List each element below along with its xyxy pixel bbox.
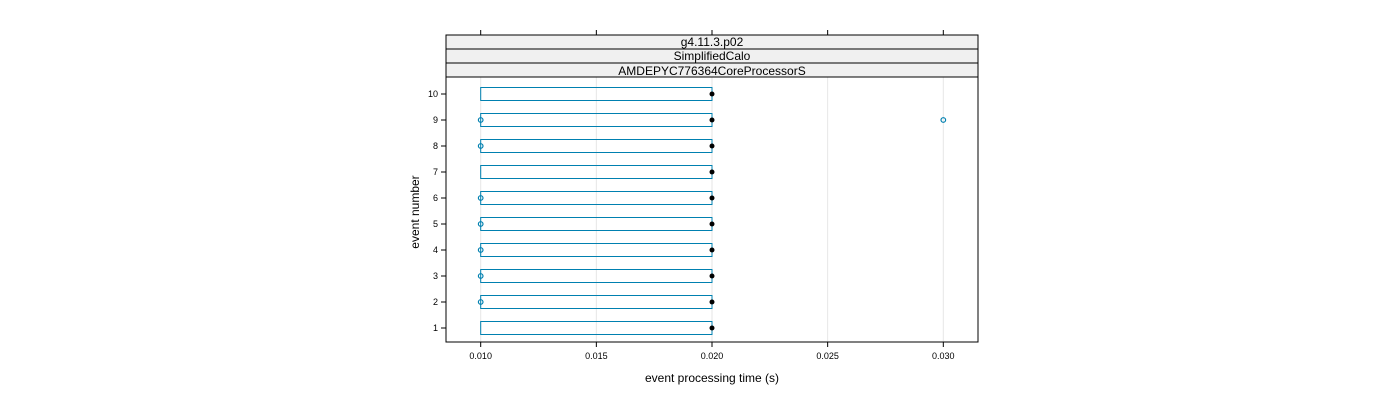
median-dot <box>709 91 715 97</box>
outlier-point <box>477 221 484 227</box>
median-dot <box>709 195 715 201</box>
y-axis: 1 2 3 4 5 6 7 8 9 10 <box>428 89 446 333</box>
median-dot <box>709 247 715 253</box>
strip-headers: g4.11.3.p02 SimplifiedCalo AMDEPYC776364… <box>445 34 979 78</box>
median-dot <box>709 221 715 227</box>
x-tick-label: 0.020 <box>701 351 724 361</box>
median-dot <box>709 117 715 123</box>
outlier-point <box>477 117 484 123</box>
outlier-point <box>477 299 484 305</box>
x-tick-label: 0.030 <box>932 351 955 361</box>
y-tick-label: 4 <box>433 245 438 255</box>
y-axis-label: event number <box>408 175 422 248</box>
outlier-point <box>477 273 484 279</box>
y-tick-label: 5 <box>433 219 438 229</box>
outlier-point <box>477 247 484 253</box>
y-tick-label: 1 <box>433 323 438 333</box>
strip-1-label: g4.11.3.p02 <box>681 35 744 49</box>
median-dot <box>709 273 715 279</box>
boxes <box>480 87 713 335</box>
y-tick-label: 9 <box>433 115 438 125</box>
x-axis: 0.010 0.015 0.020 0.025 0.030 <box>469 30 955 361</box>
outlier-point <box>477 143 484 149</box>
median-dot <box>709 299 715 305</box>
y-tick-label: 3 <box>433 271 438 281</box>
outlier-point <box>940 117 947 123</box>
y-tick-label: 7 <box>433 167 438 177</box>
median-dot <box>709 169 715 175</box>
x-tick-label: 0.015 <box>585 351 608 361</box>
median-dot <box>709 143 715 149</box>
y-tick-label: 6 <box>433 193 438 203</box>
x-axis-label: event processing time (s) <box>645 371 779 385</box>
outlier-point <box>477 195 484 201</box>
x-tick-label: 0.010 <box>469 351 492 361</box>
y-tick-label: 2 <box>433 297 438 307</box>
strip-3-label: AMDEPYC776364CoreProcessorS <box>618 64 805 78</box>
y-tick-label: 10 <box>428 89 438 99</box>
y-tick-label: 8 <box>433 141 438 151</box>
points <box>477 91 947 331</box>
median-dot <box>709 325 715 331</box>
strip-2-label: SimplifiedCalo <box>674 49 751 63</box>
x-tick-label: 0.025 <box>816 351 839 361</box>
